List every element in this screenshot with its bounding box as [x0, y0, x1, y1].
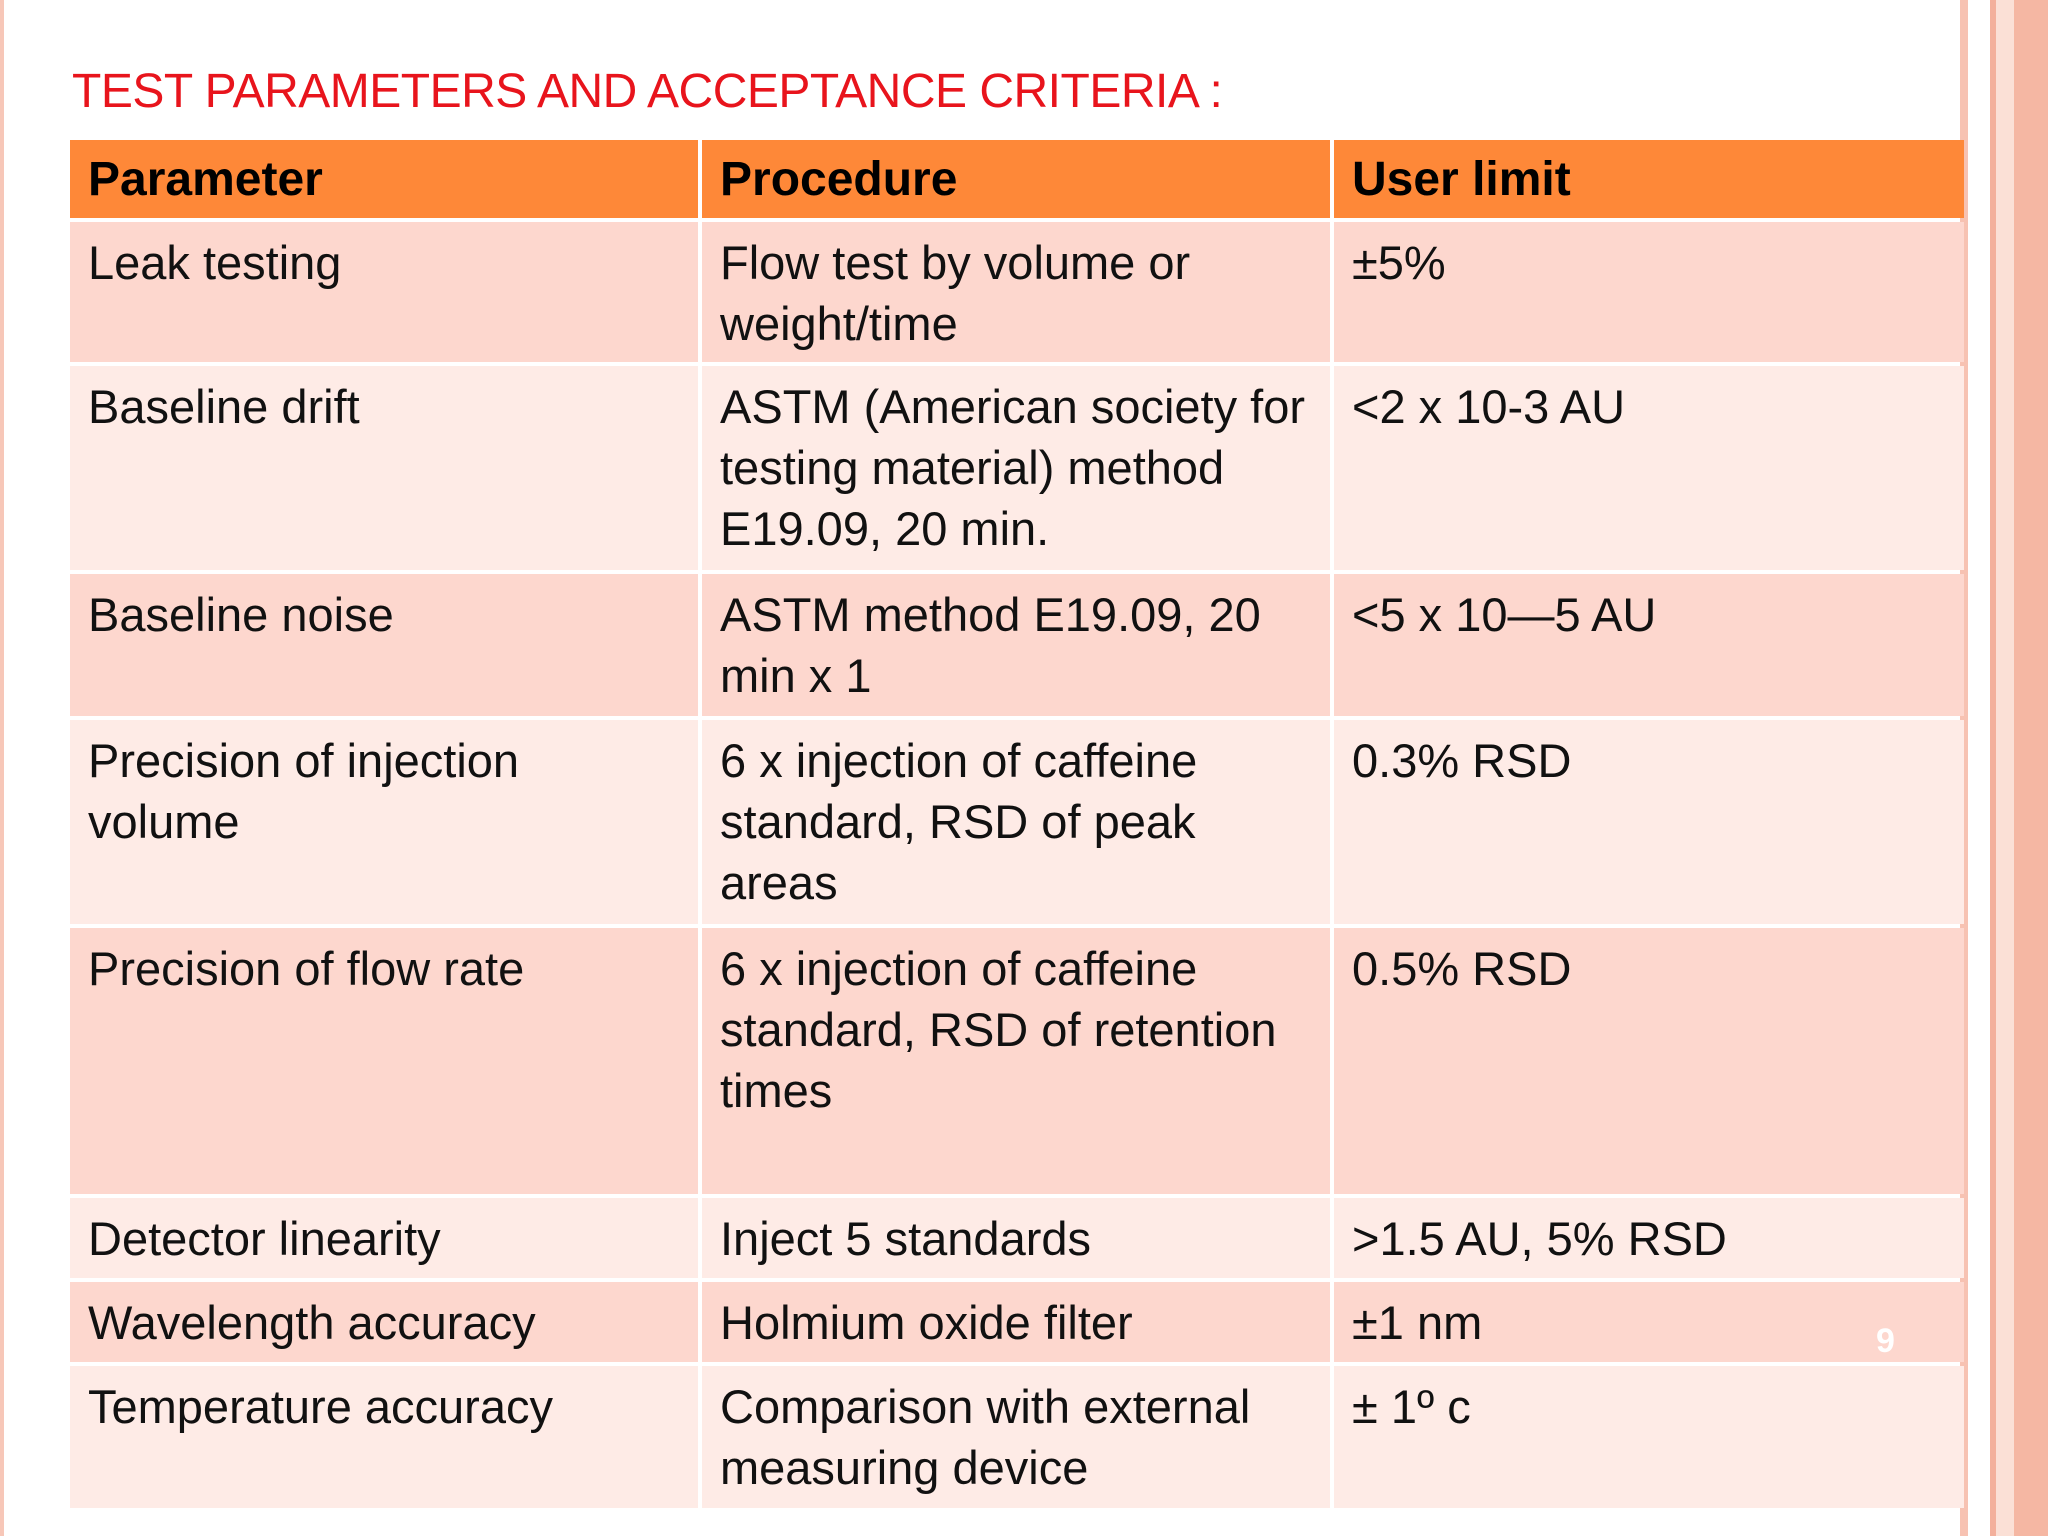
slide-title: TEST PARAMETERS AND ACCEPTANCE CRITERIA …	[72, 65, 1223, 118]
table-row: Temperature accuracy Comparison with ext…	[70, 1366, 1964, 1508]
cell-parameter: Temperature accuracy	[70, 1366, 698, 1508]
cell-parameter: Baseline noise	[70, 574, 698, 716]
cell-procedure: ASTM method E19.09, 20 min x 1	[702, 574, 1330, 716]
cell-parameter: Baseline drift	[70, 366, 698, 570]
cell-user-limit: 0.3% RSD	[1334, 720, 1964, 924]
table-row: Baseline drift ASTM (American society fo…	[70, 366, 1964, 570]
table-row: Precision of flow rate 6 x injection of …	[70, 928, 1964, 1194]
cell-user-limit: 0.5% RSD	[1334, 928, 1964, 1194]
cell-procedure: 6 x injection of caffeine standard, RSD …	[702, 928, 1330, 1194]
criteria-table: Parameter Procedure User limit Leak test…	[66, 136, 1968, 1512]
table-row: Leak testing Flow test by volume or weig…	[70, 222, 1964, 362]
cell-user-limit: ±5%	[1334, 222, 1964, 362]
cell-procedure: 6 x injection of caffeine standard, RSD …	[702, 720, 1330, 924]
decorative-stripe	[1990, 0, 1996, 1536]
left-border-line	[0, 0, 4, 1536]
column-header-procedure: Procedure	[702, 140, 1330, 218]
cell-procedure: Comparison with external measuring devic…	[702, 1366, 1330, 1508]
table-row: Precision of injection volume 6 x inject…	[70, 720, 1964, 924]
cell-procedure: ASTM (American society for testing mater…	[702, 366, 1330, 570]
table-row: Baseline noise ASTM method E19.09, 20 mi…	[70, 574, 1964, 716]
decorative-stripe	[2014, 0, 2048, 1536]
cell-procedure: Holmium oxide filter	[702, 1282, 1330, 1362]
page-number: 9	[1876, 1322, 1895, 1360]
cell-procedure: Flow test by volume or weight/time	[702, 222, 1330, 362]
column-header-parameter: Parameter	[70, 140, 698, 218]
cell-parameter: Precision of flow rate	[70, 928, 698, 1194]
cell-user-limit: ± 1º c	[1334, 1366, 1964, 1508]
cell-procedure: Inject 5 standards	[702, 1198, 1330, 1278]
table-row: Detector linearity Inject 5 standards >1…	[70, 1198, 1964, 1278]
cell-parameter: Leak testing	[70, 222, 698, 362]
cell-parameter: Detector linearity	[70, 1198, 698, 1278]
cell-parameter: Precision of injection volume	[70, 720, 698, 924]
cell-user-limit: <5 x 10—5 AU	[1334, 574, 1964, 716]
decorative-stripe	[1996, 0, 2014, 1536]
cell-user-limit: >1.5 AU, 5% RSD	[1334, 1198, 1964, 1278]
column-header-user-limit: User limit	[1334, 140, 1964, 218]
decorative-stripe	[1968, 0, 1990, 1536]
table-row: Wavelength accuracy Holmium oxide filter…	[70, 1282, 1964, 1362]
cell-user-limit: ±1 nm	[1334, 1282, 1964, 1362]
table-header-row: Parameter Procedure User limit	[70, 140, 1964, 218]
decorative-stripe	[1960, 0, 1968, 1536]
cell-parameter: Wavelength accuracy	[70, 1282, 698, 1362]
cell-user-limit: <2 x 10-3 AU	[1334, 366, 1964, 570]
